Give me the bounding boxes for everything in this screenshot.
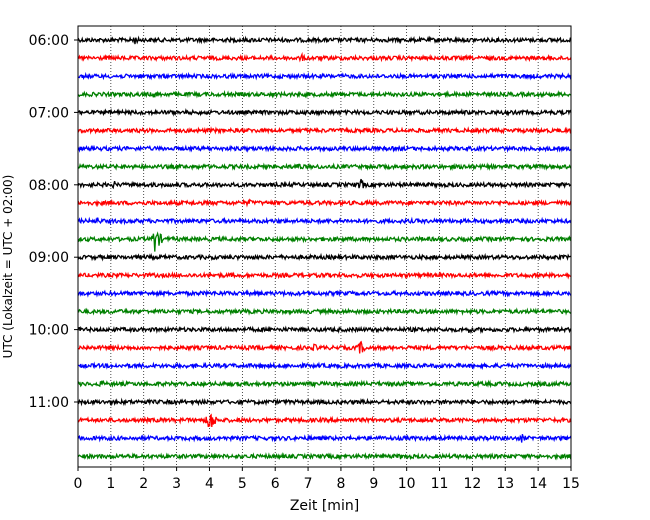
trace-0615 xyxy=(77,51,572,63)
trace-0730 xyxy=(77,144,572,153)
x-tick-label: 1 xyxy=(106,476,115,492)
x-tick-label: 13 xyxy=(496,476,514,492)
trace-1100 xyxy=(77,397,572,407)
x-tick-label: 6 xyxy=(271,476,280,492)
x-tick-label: 2 xyxy=(139,476,148,492)
trace-0930 xyxy=(77,288,572,298)
x-tick-label: 4 xyxy=(205,476,214,492)
x-tick-label: 7 xyxy=(304,476,313,492)
y-tick-label: 09:00 xyxy=(29,250,69,266)
trace-1045 xyxy=(77,379,572,389)
x-tick-label: 0 xyxy=(74,476,83,492)
y-axis-label: UTC (Lokalzeit = UTC + 02:00) xyxy=(1,175,15,359)
trace-0800 xyxy=(77,178,572,190)
x-tick-label: 14 xyxy=(529,476,547,492)
trace-0700 xyxy=(77,107,572,117)
trace-1115 xyxy=(77,413,572,428)
trace-0600 xyxy=(77,35,571,45)
trace-1030 xyxy=(77,361,572,371)
trace-0645 xyxy=(77,89,572,99)
trace-0945 xyxy=(78,307,572,316)
x-tick-label: 5 xyxy=(238,476,247,492)
x-tick-label: 10 xyxy=(398,476,416,492)
x-tick-label: 11 xyxy=(431,476,449,492)
trace-series xyxy=(77,35,572,461)
y-axis: 06:00 07:00 08:00 09:00 10:00 11:00 xyxy=(29,33,78,411)
trace-1015 xyxy=(77,340,572,354)
trace-0745 xyxy=(77,162,572,172)
trace-1000 xyxy=(77,325,572,335)
trace-0815 xyxy=(77,198,572,208)
x-tick-label: 8 xyxy=(336,476,345,492)
trace-0715 xyxy=(77,126,572,135)
trace-0630 xyxy=(77,71,572,81)
y-tick-label: 07:00 xyxy=(29,105,69,121)
y-tick-label: 08:00 xyxy=(29,178,69,194)
trace-1130 xyxy=(77,433,572,443)
trace-0830 xyxy=(77,216,572,226)
x-tick-label: 12 xyxy=(463,476,481,492)
x-tick-label: 9 xyxy=(369,476,378,492)
x-tick-label: 15 xyxy=(562,476,580,492)
x-axis-label: Zeit [min] xyxy=(290,498,359,514)
y-tick-label: 06:00 xyxy=(29,33,69,49)
trace-0900 xyxy=(77,252,572,262)
trace-1145 xyxy=(77,452,572,461)
trace-0915 xyxy=(77,270,572,280)
x-tick-label: 3 xyxy=(172,476,181,492)
y-tick-label: 10:00 xyxy=(29,323,69,339)
trace-0845 xyxy=(77,231,572,252)
x-axis: 0 1 2 3 4 5 6 7 8 9 10 11 12 13 14 15 xyxy=(74,467,580,492)
plot-frame xyxy=(77,25,572,468)
y-tick-label: 11:00 xyxy=(29,395,69,411)
